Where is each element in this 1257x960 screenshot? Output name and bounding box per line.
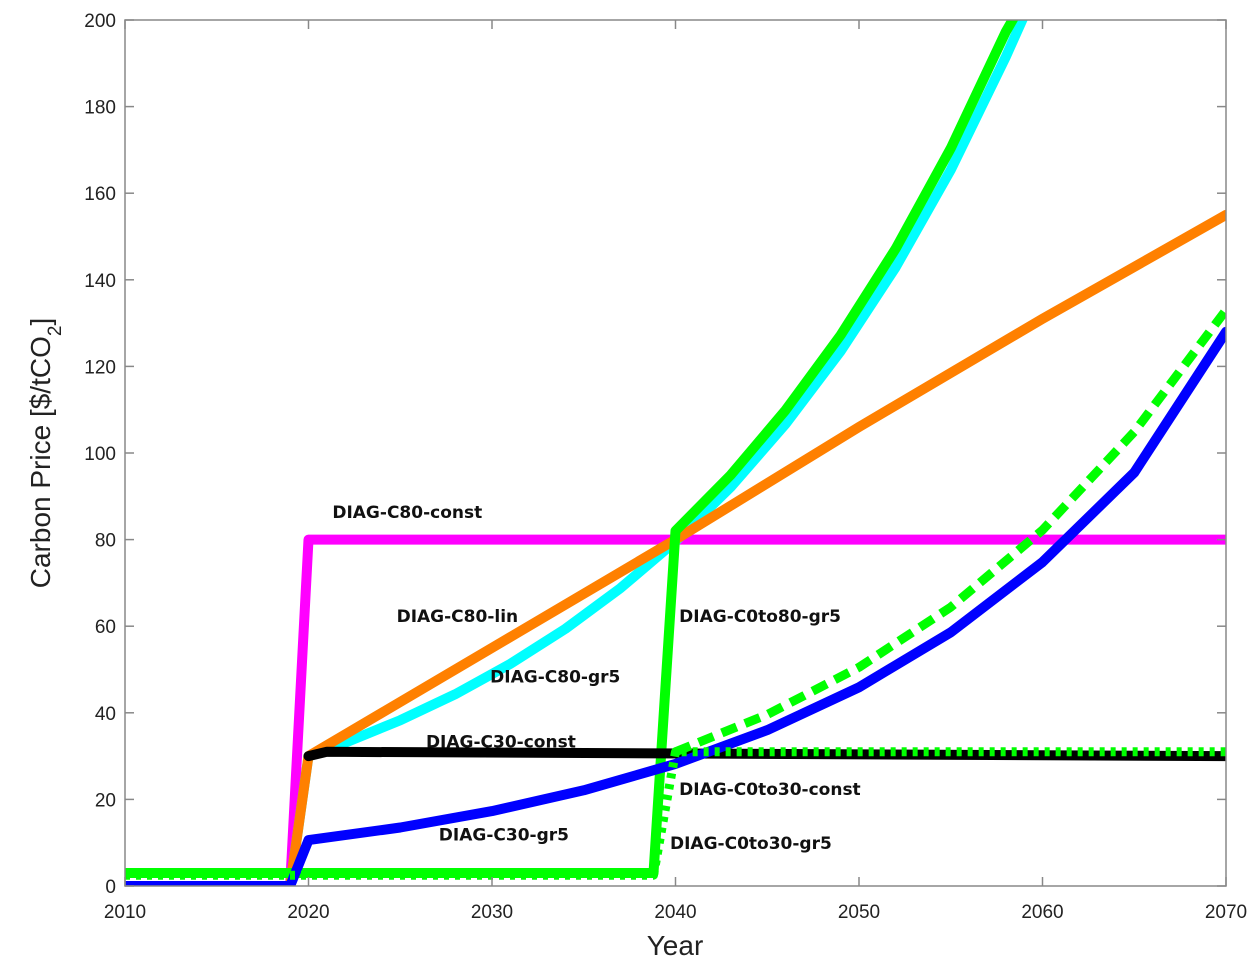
series-line-diag-c0to30-gr5 [673,307,1226,756]
x-tick-label: 2040 [654,902,696,923]
y-tick-label: 100 [84,444,116,465]
y-tick-label: 80 [95,531,116,552]
series-annotations: DIAG-C80-const DIAG-C80-lin DIAG-C80-gr5 DI… [332,503,860,854]
series-line-diag-c80-const [125,534,1226,886]
y-tick-label: 160 [84,184,116,205]
x-tick-label: 2020 [287,902,329,923]
label-diag-c80-lin: DIAG-C80-lin [397,607,519,627]
label-diag-c80-gr5: DIAG-C80-gr5 [490,667,620,687]
y-axis-title-sub: 2 [45,326,66,337]
series-layer [125,20,1226,886]
label-diag-c0to80-gr5: DIAG-C0to80-gr5 [679,607,841,627]
y-tick-label: 20 [95,790,116,811]
axis-ticks: 2010 2020 2030 2040 2050 2060 2070020406080100… [84,11,1247,923]
label-diag-c30-gr5: DIAG-C30-gr5 [439,826,569,846]
x-tick-label: 2030 [471,902,513,923]
x-tick-label: 2050 [838,902,880,923]
label-diag-c0to30-const: DIAG-C0to30-const [679,780,861,800]
series-line-diag-c0to30-const [125,747,1226,880]
y-tick-label: 180 [84,98,116,119]
y-axis-title: Carbon Price [$/tCO2] [25,318,66,588]
x-axis-title: Year [647,930,704,960]
y-tick-label: 200 [84,11,116,32]
label-diag-c30-const: DIAG-C30-const [426,732,576,752]
y-axis-title-main: Carbon Price [$/tCO [25,336,56,588]
x-tick-label: 2010 [104,902,146,923]
x-tick-label: 2060 [1021,902,1063,923]
y-tick-label: 0 [105,877,116,898]
y-tick-label: 120 [84,357,116,378]
y-tick-label: 140 [84,271,116,292]
y-tick-label: 40 [95,704,116,725]
label-diag-c0to30-gr5: DIAG-C0to30-gr5 [670,834,832,854]
series-line-diag-c0to80-gr5 [125,20,1019,878]
y-axis-title-end: ] [25,318,56,326]
y-tick-label: 60 [95,617,116,638]
x-tick-label: 2070 [1205,902,1247,923]
label-diag-c80-const: DIAG-C80-const [332,503,482,523]
